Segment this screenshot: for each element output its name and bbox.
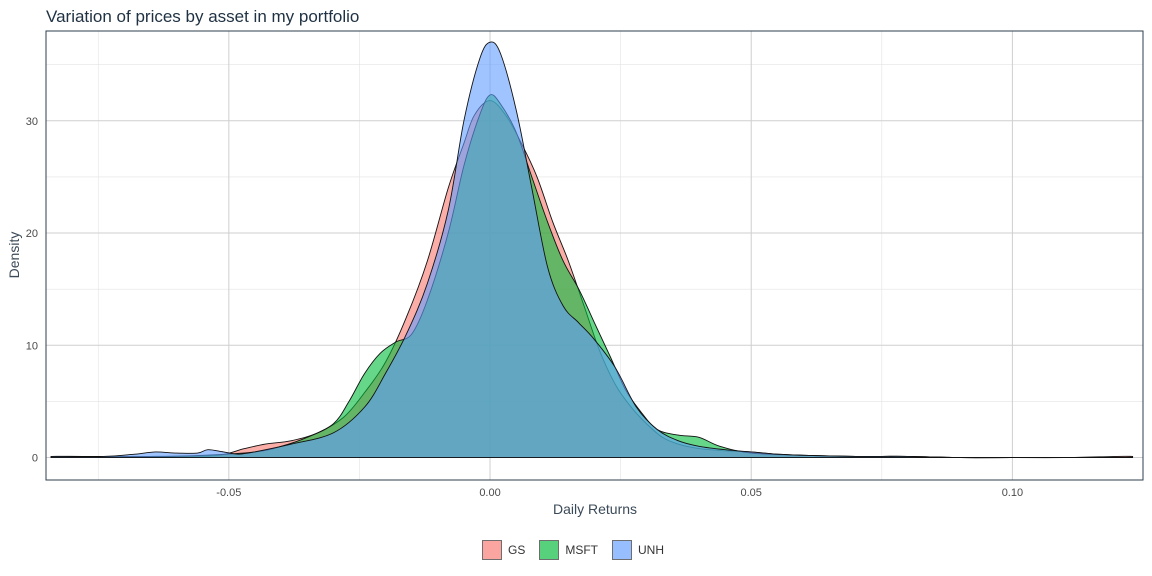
y-axis-ticks: 0 10 20 30 (26, 116, 38, 465)
legend-item-gs: GS (481, 540, 531, 560)
legend-swatch-unh (612, 540, 632, 560)
x-tick-label: 0.00 (479, 487, 500, 499)
x-axis-title: Daily Returns (553, 501, 637, 517)
x-tick-label: 0.10 (1002, 487, 1023, 499)
legend-item-unh: UNH (612, 540, 670, 560)
legend-swatch-msft (539, 540, 560, 560)
x-tick-label: 0.05 (741, 487, 762, 499)
legend-label-msft: MSFT (565, 543, 598, 557)
legend-label-gs: GS (507, 543, 526, 557)
y-axis-title: Density (6, 232, 22, 279)
legend-item-msft: MSFT (539, 540, 604, 560)
plot-border (45, 30, 1144, 481)
chart-title: Variation of prices by asset in my portf… (46, 7, 360, 26)
legend-label-unh: UNH (638, 543, 664, 557)
density-areas (50, 41, 1134, 459)
y-tick-label: 20 (26, 228, 38, 240)
y-tick-label: 0 (32, 453, 38, 465)
legend: GS MSFT UNH (0, 540, 1152, 560)
x-tick-label: -0.05 (216, 487, 241, 499)
y-tick-label: 10 (26, 340, 38, 352)
legend-swatch-gs (481, 540, 502, 560)
y-tick-label: 30 (26, 116, 38, 128)
x-axis-ticks: -0.05 0.00 0.05 0.10 (216, 487, 1023, 499)
density-area-unh (50, 41, 1133, 459)
